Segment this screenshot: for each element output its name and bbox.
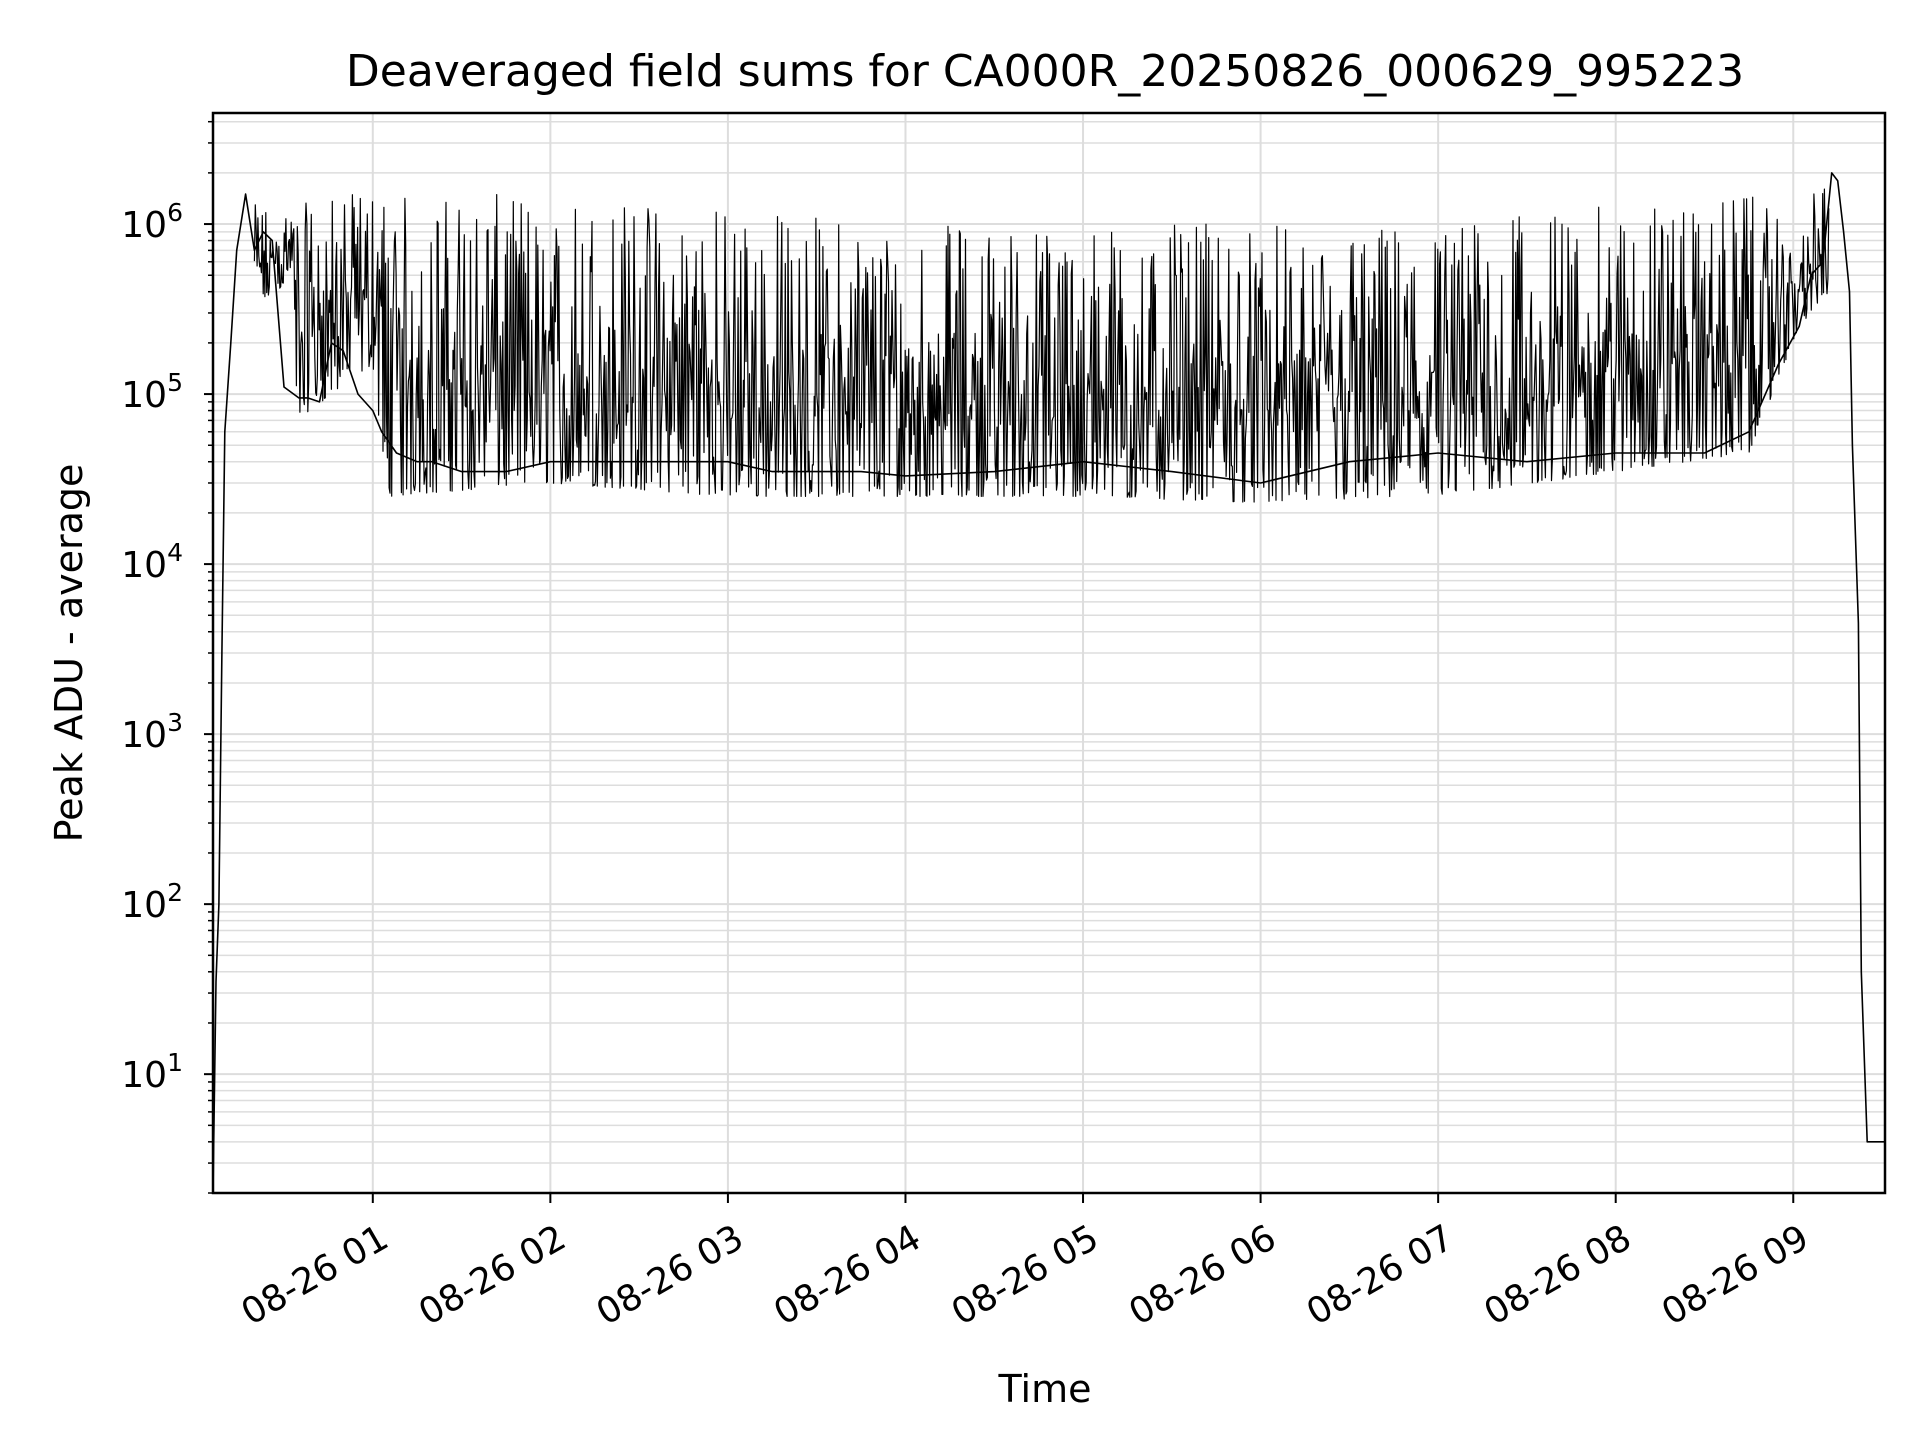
y-tick-label: 105 xyxy=(121,368,183,416)
series-group xyxy=(212,172,1885,1194)
y-axis-label: Peak ADU - average xyxy=(47,464,91,843)
y-tick-label: 103 xyxy=(121,708,183,756)
x-axis-label: Time xyxy=(998,1367,1092,1411)
series-line xyxy=(212,172,1885,1194)
series-noise-trace xyxy=(253,188,1830,503)
plot-frame xyxy=(211,111,1887,1195)
y-tick-label: 101 xyxy=(121,1048,183,1096)
y-axis: 101 102 103 104 105 106 xyxy=(121,120,213,1194)
y-tick-label: 102 xyxy=(121,878,183,926)
y-tick-label: 104 xyxy=(121,538,183,586)
chart-title: Deaveraged field sums for CA000R_2025082… xyxy=(346,46,1744,97)
y-tick-label: 106 xyxy=(121,198,183,246)
